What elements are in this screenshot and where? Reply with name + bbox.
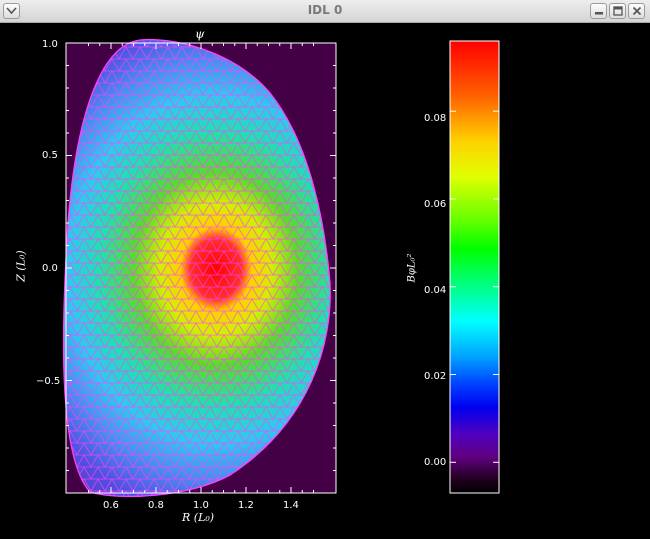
x-axis-label: R (L₀) [182,511,215,524]
colorbar-tick-label: 0.00 [424,457,447,468]
colorbar-tick-label: 0.08 [424,113,447,124]
x-axis-ticks [88,43,314,493]
plot-svg [62,38,500,498]
minimize-icon[interactable] [590,3,607,19]
window-title: IDL 0 [307,3,343,17]
chart-title: ψ [195,27,205,41]
title-bar[interactable]: IDL 0 [0,0,650,23]
colorbar-frame [449,40,500,494]
colorbar-tick-label: 0.06 [424,199,447,210]
colorbar-label: BφL₀² [406,253,418,283]
y-tick-label: 0.0 [42,263,58,274]
x-tick-label: 0.8 [148,500,164,511]
colorbar-tick-label: 0.02 [424,371,447,382]
colorbar-ticks [450,110,499,463]
close-icon[interactable] [628,3,645,19]
chevron-down-icon[interactable] [3,3,20,19]
x-tick-label: 1.4 [283,500,299,511]
x-tick-label: 1.2 [238,500,254,511]
x-tick-label: 1.0 [193,500,209,511]
colorbar [450,41,499,493]
colorbar-tick-label: 0.04 [424,285,447,296]
y-tick-label: −0.5 [36,376,61,387]
y-axis-label: Z (L₀) [14,250,28,282]
y-tick-label: 0.5 [42,150,58,161]
maximize-icon[interactable] [609,3,626,19]
plot-canvas: ψ R (L₀) Z (L₀) 0.6 0.8 1.0 1.2 1.4 1.0 … [0,23,650,539]
x-tick-label: 0.6 [103,500,119,511]
y-tick-label: 1.0 [42,39,58,50]
plasma-boundary [62,38,331,498]
y-axis-ticks [66,42,336,471]
